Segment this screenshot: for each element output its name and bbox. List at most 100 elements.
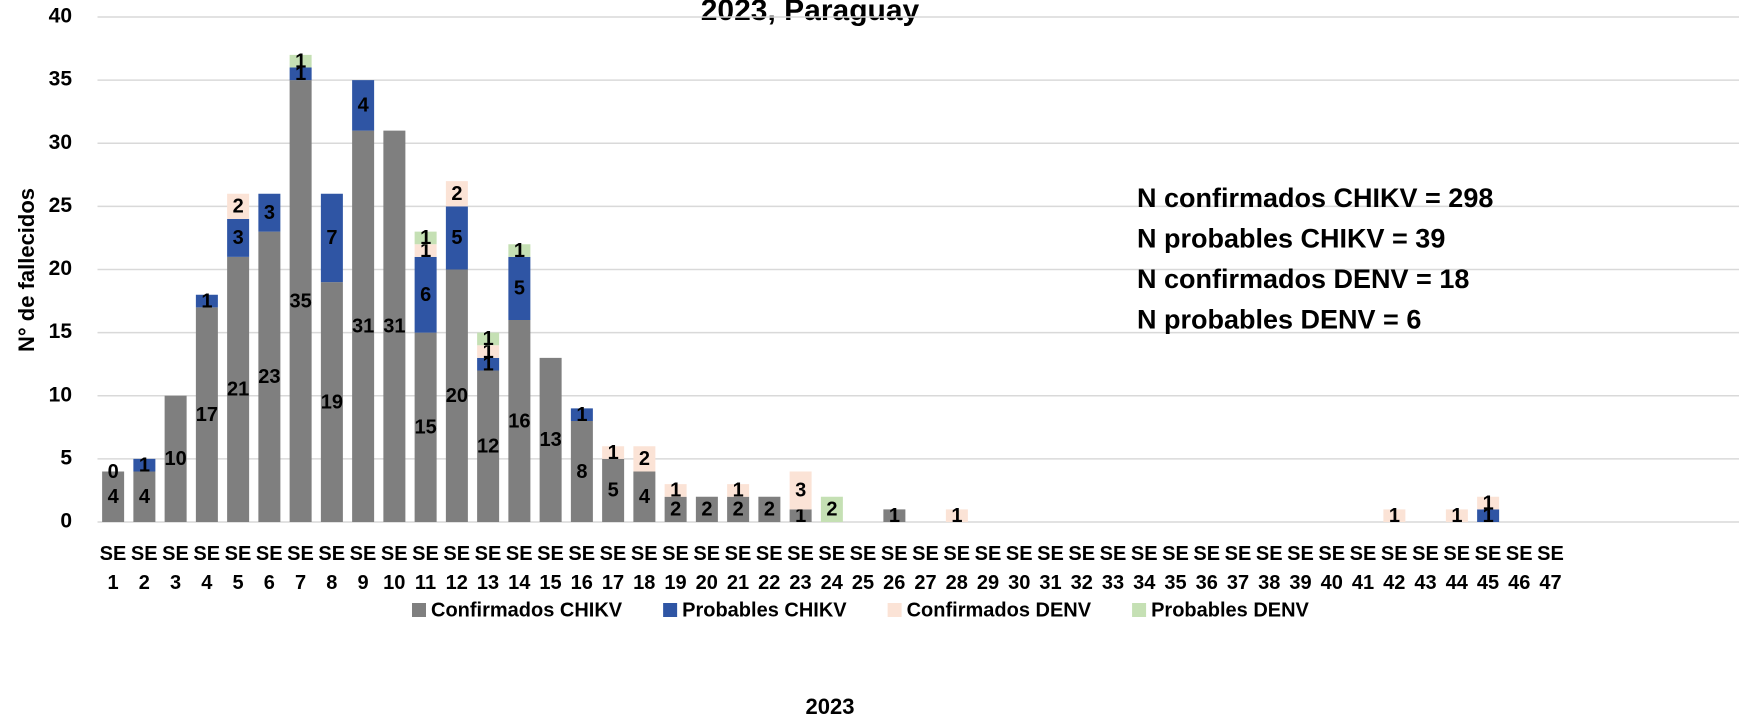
- bar-segment: [414, 231, 437, 245]
- bar-segment: [727, 484, 750, 497]
- data-label: 12: [477, 436, 499, 458]
- data-label: 2: [233, 196, 244, 218]
- data-label: 1: [514, 240, 525, 262]
- y-tick-label: 5: [60, 446, 72, 469]
- x-tick-label: SE 29: [974, 543, 1002, 594]
- data-label: 5: [608, 480, 619, 502]
- y-tick-label: 10: [49, 383, 72, 406]
- x-tick-label: SE 30: [1005, 543, 1033, 594]
- x-tick-label: SE 23: [787, 543, 814, 594]
- x-tick-label: SE 10: [380, 543, 408, 594]
- bar-segment: [227, 193, 250, 219]
- x-tick-label: SE 4: [193, 543, 221, 594]
- data-label: 20: [446, 385, 468, 407]
- x-tick-label: SE 47: [1537, 543, 1564, 594]
- bar-segment: [383, 130, 406, 522]
- data-label: 1: [1483, 492, 1494, 514]
- x-tick-label: SE 38: [1255, 543, 1283, 594]
- data-label: 6: [420, 284, 431, 306]
- bar-segment: [602, 446, 625, 459]
- data-label: 2: [826, 499, 837, 521]
- data-label: 2: [670, 499, 681, 521]
- x-tick-label: SE 34: [1130, 543, 1158, 594]
- bar-segment: [258, 193, 281, 232]
- x-tick-label: SE 13: [474, 543, 502, 594]
- bar-segment: [664, 484, 687, 497]
- data-label: 3: [233, 227, 244, 249]
- y-tick-label: 25: [49, 194, 73, 217]
- bar-segment: [695, 496, 718, 522]
- x-tick-label: SE 26: [880, 543, 908, 594]
- bar-segment: [508, 320, 531, 522]
- x-tick-label: SE 12: [443, 543, 471, 594]
- bar-segment: [320, 282, 343, 522]
- bar-segment: [1477, 496, 1500, 510]
- data-label: 1: [295, 63, 306, 85]
- data-label: 2: [733, 499, 744, 521]
- bar-segment: [758, 496, 781, 522]
- data-label: 4: [639, 486, 651, 508]
- legend-label: Probables CHIKV: [682, 599, 847, 621]
- x-axis-label: 2023: [806, 694, 855, 719]
- data-label: 2: [764, 499, 775, 521]
- data-label: 4: [358, 95, 370, 117]
- bar-segment: [414, 332, 437, 522]
- data-label: 1: [139, 454, 150, 476]
- data-label: 1: [608, 442, 619, 464]
- x-tick-label: SE 15: [537, 543, 564, 594]
- data-label: 1: [576, 404, 587, 426]
- x-tick-label: SE 8: [318, 543, 346, 594]
- data-label: 0: [108, 461, 119, 483]
- bar-segment: [445, 181, 468, 207]
- x-tick-label: SE 19: [662, 543, 689, 594]
- x-tick-label: SE 46: [1505, 543, 1533, 594]
- legend-label: Probables DENV: [1151, 599, 1309, 621]
- bar-segment: [289, 67, 312, 81]
- data-label: 5: [514, 278, 525, 300]
- x-tick-label: SE 7: [287, 543, 314, 594]
- data-label: 1: [1483, 505, 1494, 527]
- data-label: 7: [326, 227, 337, 249]
- annotation: N confirmados DENV = 18: [1137, 264, 1469, 294]
- x-tick-label: SE 44: [1443, 543, 1471, 594]
- bar-segment: [539, 357, 562, 522]
- data-label: 2: [701, 499, 712, 521]
- x-tick-label: SE 25: [849, 543, 877, 594]
- x-tick-label: SE 35: [1162, 543, 1189, 594]
- data-label: 1: [483, 328, 494, 350]
- x-tick-label: SE 32: [1068, 543, 1096, 594]
- x-tick-label: SE 37: [1224, 543, 1252, 594]
- bar-segment: [1477, 509, 1500, 522]
- x-tick-label: SE 9: [349, 543, 377, 594]
- x-tick-label: SE 45: [1474, 543, 1502, 594]
- x-tick-label: SE 5: [224, 543, 252, 594]
- x-tick-label: SE 31: [1037, 543, 1064, 594]
- y-axis-label: N° de fallecidos: [14, 188, 39, 352]
- x-tick-label: SE 17: [599, 543, 627, 594]
- bar-segment: [164, 395, 187, 522]
- bar-segment: [195, 294, 218, 308]
- bar-segment: [570, 408, 593, 421]
- bar-segment: [883, 509, 906, 522]
- x-tick-label: SE 14: [505, 543, 533, 594]
- bar-segment: [258, 231, 281, 522]
- bar-segment: [477, 332, 500, 346]
- x-tick-label: SE 43: [1412, 543, 1439, 594]
- data-label: 1: [889, 505, 900, 527]
- data-label: 1: [483, 353, 494, 375]
- data-label: 8: [576, 461, 587, 483]
- data-label: 4: [108, 486, 120, 508]
- x-tick-label: SE 18: [630, 543, 658, 594]
- bar-segment: [789, 509, 812, 522]
- data-label: 3: [795, 480, 806, 502]
- data-label: 5: [451, 227, 462, 249]
- data-label: 1: [1389, 505, 1400, 527]
- bar-segment: [1445, 509, 1468, 522]
- bar-segment: [352, 80, 375, 131]
- bar-segment: [414, 244, 437, 257]
- data-label: 19: [321, 391, 343, 413]
- y-tick-label: 30: [49, 131, 72, 154]
- bar-segment: [508, 244, 531, 257]
- bar-segment: [633, 471, 656, 522]
